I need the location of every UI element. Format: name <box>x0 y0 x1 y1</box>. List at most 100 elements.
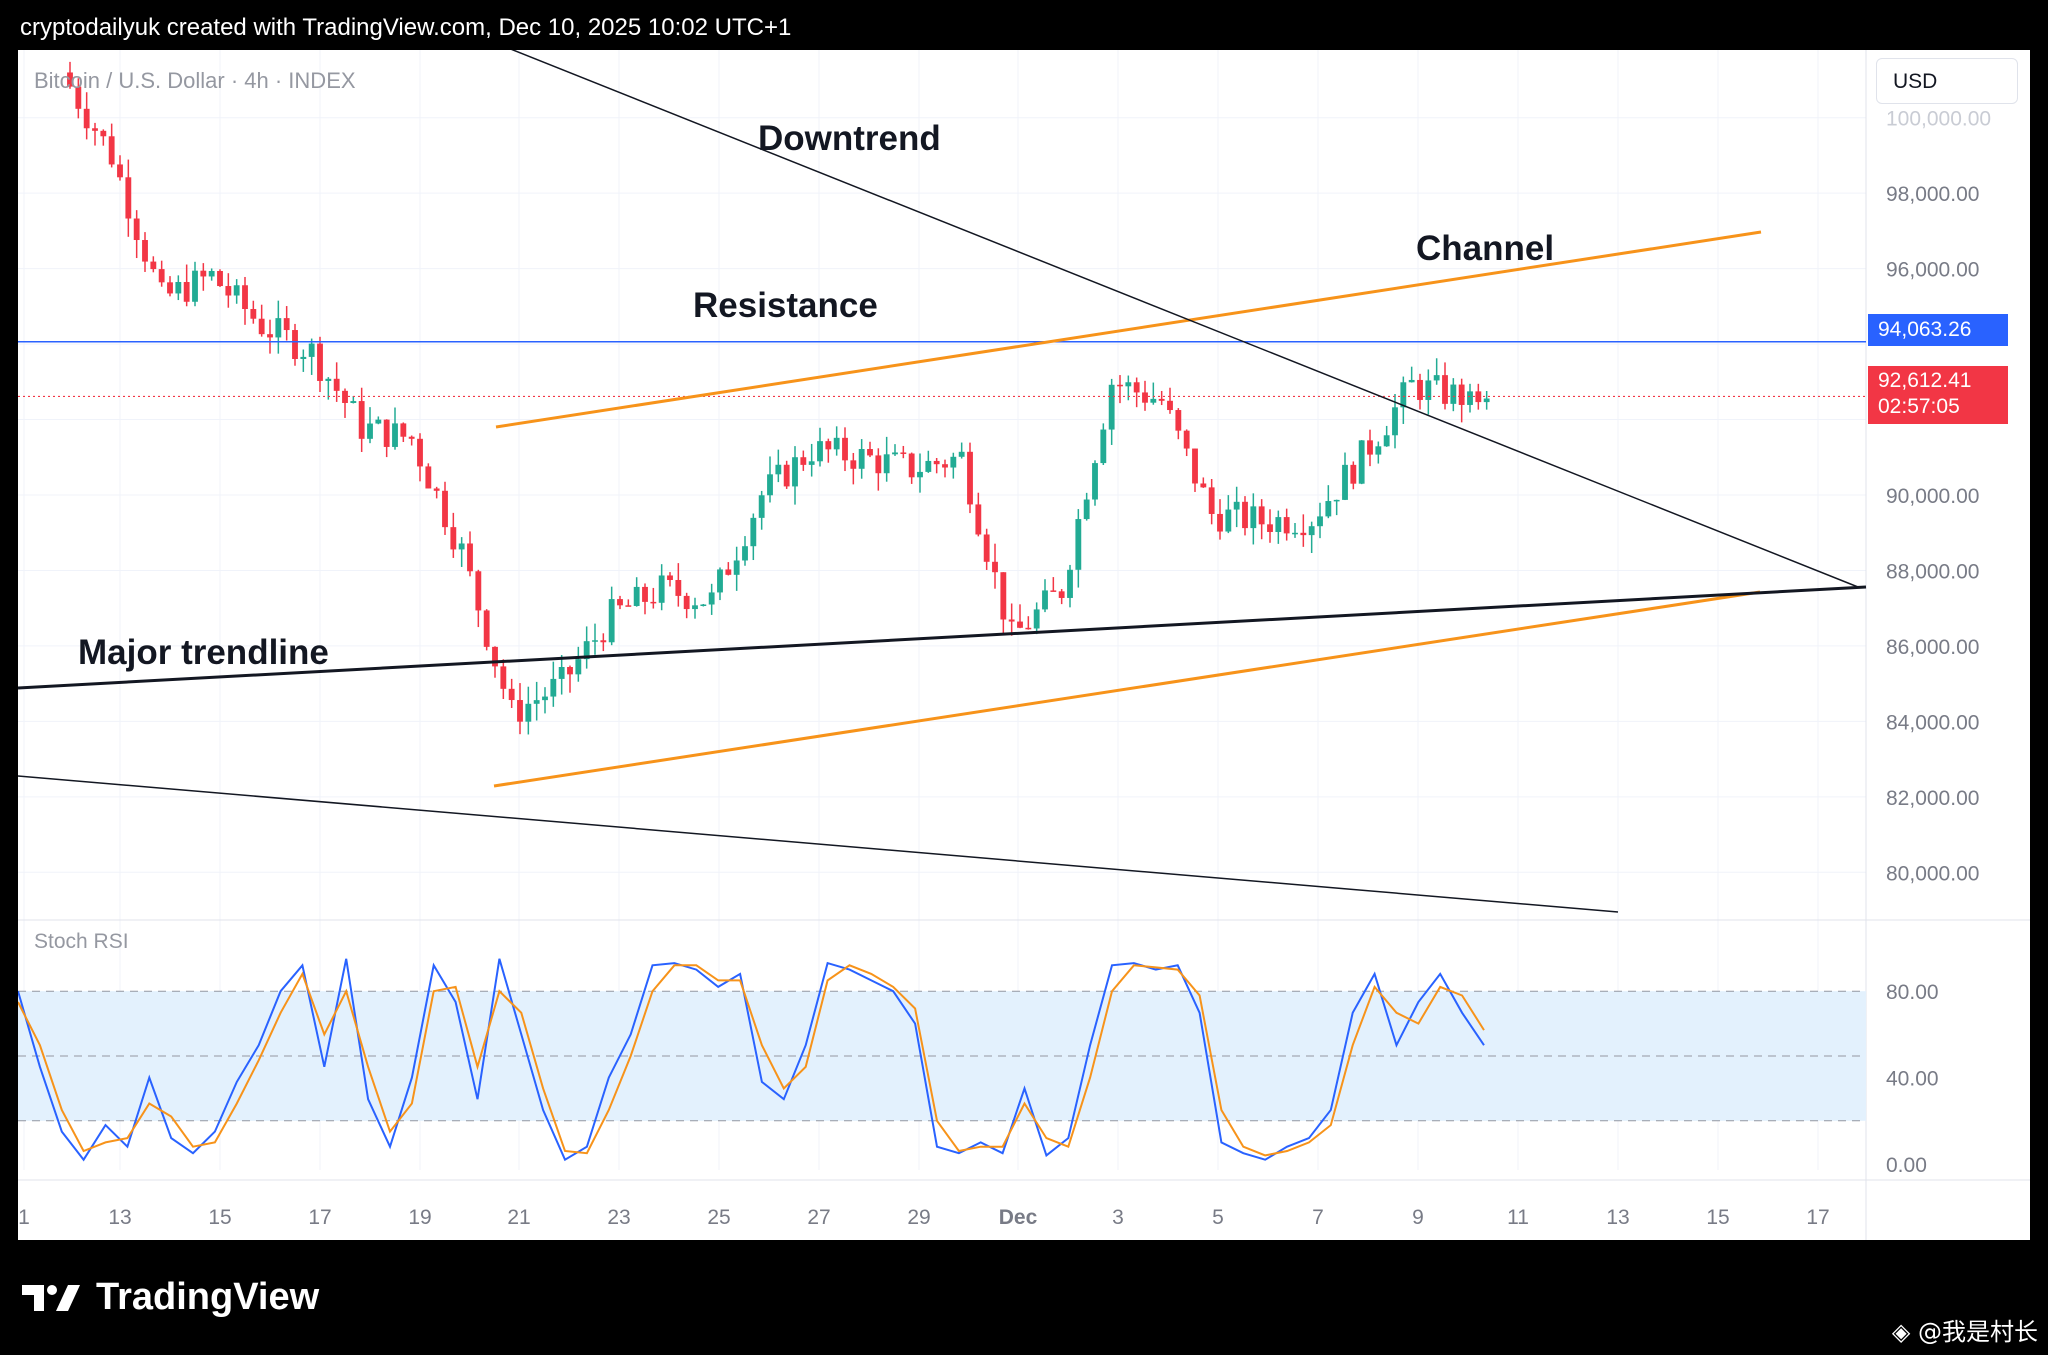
price-tick-label: 88,000.00 <box>1886 560 1979 583</box>
candle-body <box>242 285 248 310</box>
candle-down <box>1025 616 1032 630</box>
candle-down <box>725 562 732 576</box>
candle-down <box>333 362 340 402</box>
candle-down <box>400 422 407 442</box>
candle-body <box>92 128 98 131</box>
candle-down <box>675 563 682 607</box>
candle-body <box>400 423 407 437</box>
candle-down <box>508 678 515 708</box>
candle-up <box>192 261 198 307</box>
candle-body <box>283 318 290 331</box>
candle-body <box>650 601 657 604</box>
candle-down <box>75 78 82 119</box>
candle-down <box>1158 390 1165 406</box>
candle-body <box>875 455 882 474</box>
price-tick-label: 84,000.00 <box>1886 711 1979 734</box>
resistance-price-tag: 94,063.26 <box>1868 314 2008 346</box>
candle-body <box>717 569 723 593</box>
candle-body <box>1258 506 1265 525</box>
candle-down <box>942 459 948 478</box>
candle-body <box>1350 464 1357 484</box>
candle-body <box>1025 627 1032 630</box>
tradingview-logo[interactable]: TradingView <box>22 1276 319 1319</box>
candle-up <box>367 407 373 444</box>
candle-up <box>1067 564 1073 608</box>
candle-up <box>925 450 932 473</box>
candle-body <box>467 543 473 572</box>
candle-body <box>1092 463 1098 500</box>
candle-body <box>1367 440 1373 455</box>
candle-up <box>792 446 798 505</box>
candle-body <box>133 218 140 241</box>
candle-up <box>700 603 707 607</box>
price-tick-label-partial: 100,000.00 <box>1886 108 1991 131</box>
candle-up <box>833 426 840 456</box>
candle-body <box>1242 501 1248 529</box>
candle-up <box>558 655 565 695</box>
candle-body <box>1417 379 1423 400</box>
candle-up <box>808 443 815 477</box>
candle-up <box>175 275 182 301</box>
candle-down <box>1350 461 1357 490</box>
candle-body <box>692 605 698 610</box>
candle-down <box>108 123 115 168</box>
candle-up <box>917 453 923 493</box>
candle-body <box>575 659 582 675</box>
candle-up <box>1250 493 1257 545</box>
candle-up <box>1042 579 1048 613</box>
candle-body <box>1342 464 1348 500</box>
candle-body <box>733 560 740 575</box>
candle-up <box>1033 602 1040 635</box>
candle-body <box>983 534 990 562</box>
candle-body <box>817 441 823 462</box>
candle-up <box>1425 369 1432 415</box>
candle-body <box>608 599 615 643</box>
currency-selector[interactable]: USD <box>1876 58 2018 104</box>
candle-body <box>217 270 223 287</box>
candle-down <box>1458 378 1465 423</box>
candle-body <box>1183 430 1190 449</box>
candle-down <box>983 528 990 570</box>
candle-up <box>350 396 357 404</box>
candle-down <box>933 457 940 474</box>
candle-body <box>808 461 815 465</box>
candle-body <box>67 72 73 87</box>
candle-body <box>758 495 765 518</box>
candle-up <box>608 586 615 646</box>
candle-up <box>1408 366 1415 383</box>
candle-down <box>900 445 907 459</box>
candle-down <box>183 264 190 307</box>
candle-up <box>308 338 315 375</box>
candle-up <box>1375 441 1382 464</box>
candle-down <box>783 460 790 489</box>
candle-up <box>767 456 773 503</box>
candle-down <box>867 441 873 458</box>
candle-body <box>1142 392 1148 403</box>
candle-body <box>925 460 932 472</box>
candle-up <box>1342 452 1348 501</box>
time-tick-label: 1 <box>18 1206 30 1229</box>
candle-body <box>1108 384 1115 430</box>
candle-body <box>1300 532 1307 536</box>
candle-body <box>1450 384 1457 404</box>
candle-body <box>908 453 915 478</box>
channel-lower-line <box>493 590 1761 788</box>
candle-body <box>792 457 798 487</box>
candle-down <box>800 450 807 471</box>
candle-up <box>1308 521 1315 554</box>
candle-down <box>267 319 273 354</box>
candle-body <box>1375 446 1382 455</box>
candle-body <box>108 136 115 165</box>
candle-body <box>625 605 632 607</box>
chart-frame[interactable]: 98,000.00 96,000.00 90,000.00 88,000.00 86,0… <box>18 50 2030 1240</box>
candle-up <box>775 449 782 483</box>
candle-down <box>1200 477 1207 488</box>
candle-down <box>92 122 98 146</box>
chart-canvas[interactable]: 98,000.00 96,000.00 90,000.00 88,000.00 86,0… <box>18 50 2030 1240</box>
candle-body <box>975 504 982 535</box>
time-tick-label: 7 <box>1312 1206 1324 1229</box>
candle-body <box>408 436 415 439</box>
candle-body <box>1008 619 1015 622</box>
candle-body <box>275 318 282 338</box>
time-tick-label: 17 <box>308 1206 331 1229</box>
